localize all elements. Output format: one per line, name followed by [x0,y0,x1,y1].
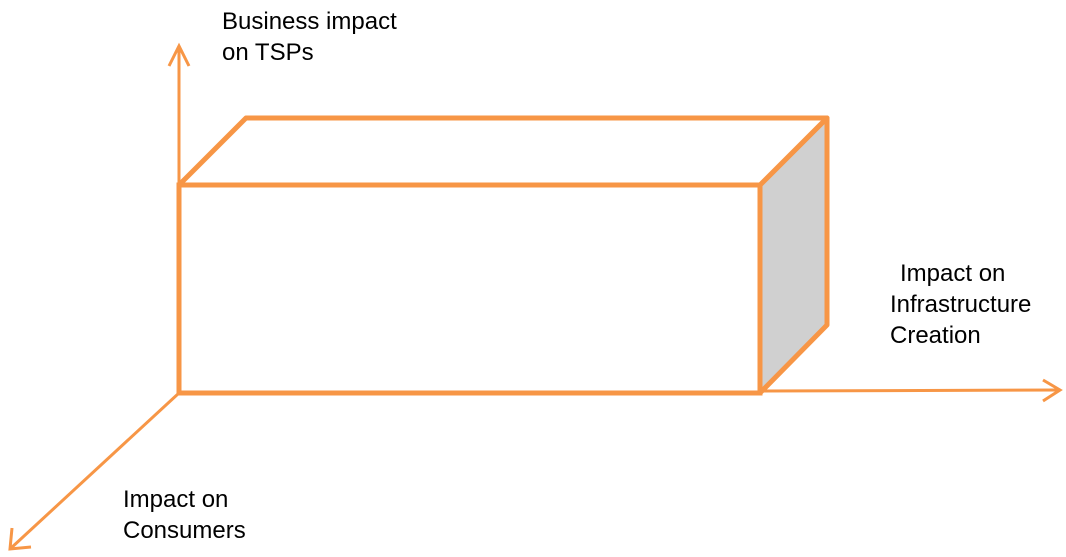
y-axis-label: Business impact on TSPs [222,6,397,68]
x-axis-label-line-1: Impact on [900,260,1006,287]
y-axis-label-line-1: Business impact [222,8,397,35]
x-axis-label-line-2: Infrastructure [890,291,1032,318]
y-axis-arrowhead [167,42,191,67]
z-axis-label-line-1: Impact on [123,486,229,513]
y-axis-label-line-2: on TSPs [222,39,314,66]
z-axis-arrowhead [8,527,32,551]
x-axis-label-line-3: Creation [890,322,981,349]
z-axis-line [8,391,181,551]
z-axis-label-line-2: Consumers [123,517,246,544]
z-axis-label: Impact on Consumers [123,484,246,546]
box-top-face [176,115,830,188]
x-axis-label: Impact on Infrastructure Creation [890,258,1031,351]
box-front-face [176,182,763,396]
x-axis-arrowhead [1042,378,1063,403]
